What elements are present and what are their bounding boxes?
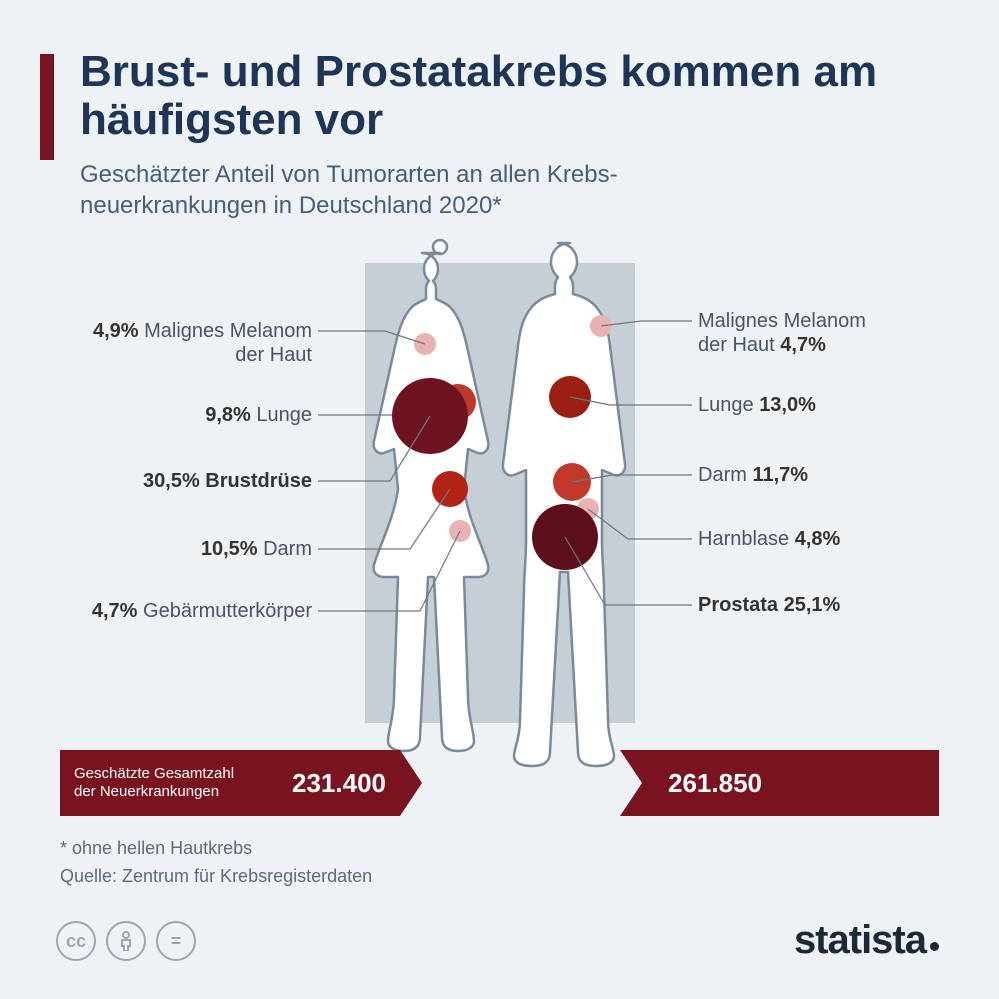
datapoint-label: Prostata 25,1% bbox=[698, 593, 948, 617]
brand-logo: statista bbox=[794, 918, 939, 963]
footnote: * ohne hellen Hautkrebs bbox=[60, 838, 252, 859]
female-total-value: 231.400 bbox=[292, 768, 386, 799]
totals-gap bbox=[400, 750, 620, 816]
totals-label-text: Geschätzte Gesamtzahlder Neuerkrankungen bbox=[74, 765, 234, 800]
datapoint-label: Darm 11,7% bbox=[698, 463, 948, 487]
datapoint-label: Lunge 13,0% bbox=[698, 393, 948, 417]
brand-text: statista bbox=[794, 918, 926, 962]
cc-icon: cc bbox=[56, 921, 96, 961]
datapoint-label: 4,9% Malignes Melanomder Haut bbox=[62, 319, 312, 367]
nd-icon: = bbox=[156, 921, 196, 961]
page-subtitle: Geschätzter Anteil von Tumorarten an all… bbox=[80, 159, 939, 221]
datapoint-label: 10,5% Darm bbox=[62, 537, 312, 561]
datapoint-label: 30,5% Brustdrüse bbox=[62, 469, 312, 493]
totals-band: Geschätzte Gesamtzahlder Neuerkrankungen… bbox=[60, 750, 939, 816]
female-total-segment: Geschätzte Gesamtzahlder Neuerkrankungen… bbox=[60, 750, 400, 816]
totals-label: Geschätzte Gesamtzahlder Neuerkrankungen bbox=[74, 765, 234, 801]
source-line: Quelle: Zentrum für Krebsregisterdaten bbox=[60, 866, 372, 887]
by-icon bbox=[106, 921, 146, 961]
datapoint-label: Harnblase 4,8% bbox=[698, 527, 948, 551]
brand-dot-icon bbox=[930, 942, 939, 951]
male-total-value: 261.850 bbox=[668, 768, 762, 799]
datapoint-label: Malignes Melanomder Haut 4,7% bbox=[698, 309, 948, 357]
page-title: Brust- und Prostatakrebs kommen am häufi… bbox=[80, 48, 939, 145]
datapoint-label: 9,8% Lunge bbox=[62, 403, 312, 427]
title-accent-bar bbox=[40, 54, 54, 160]
datapoint-label: 4,7% Gebärmutterkörper bbox=[62, 599, 312, 623]
male-total-segment: 261.850 bbox=[620, 750, 939, 816]
license-icons: cc = bbox=[56, 921, 196, 961]
body-diagram: 4,9% Malignes Melanomder Haut 9,8% Lunge 3… bbox=[60, 231, 939, 771]
